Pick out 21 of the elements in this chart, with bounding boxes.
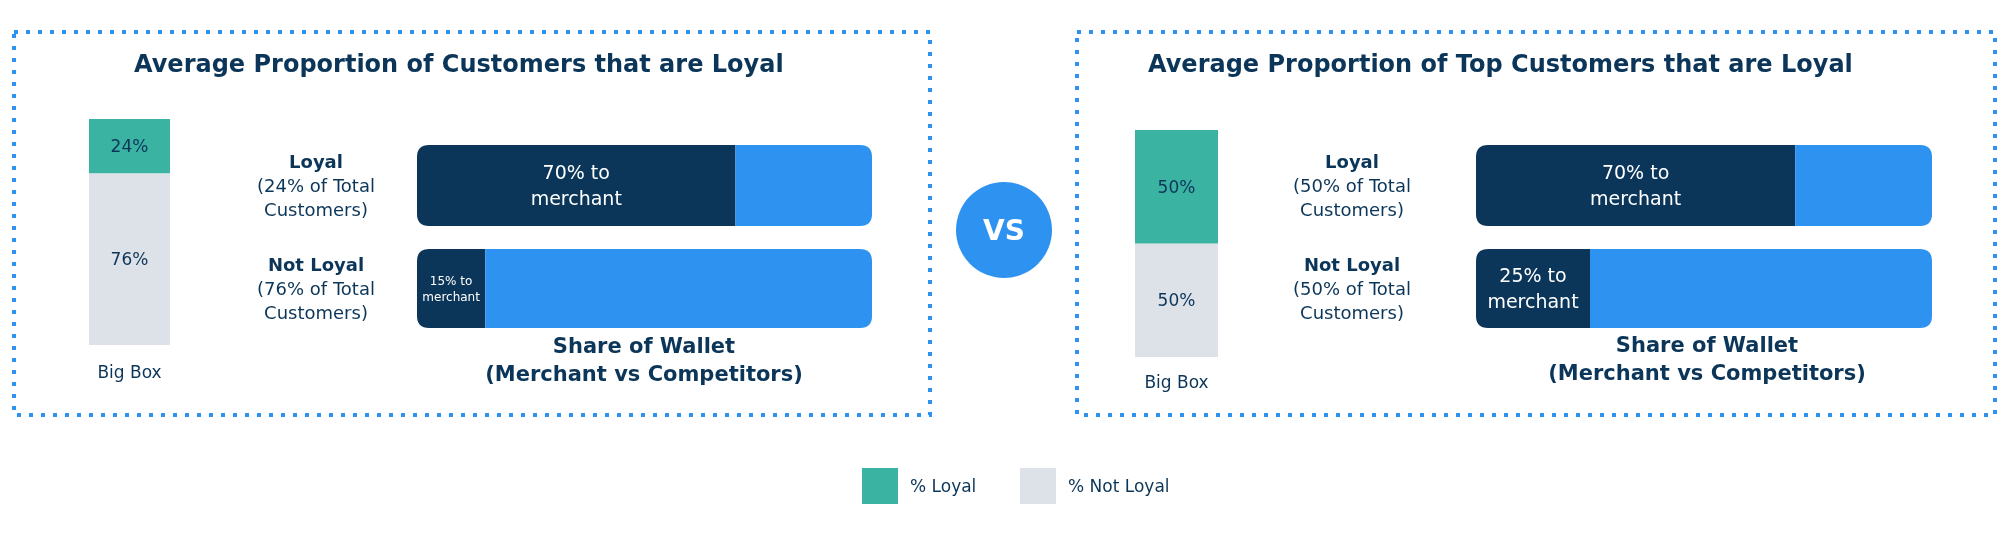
x-axis-title: Share of Wallet (Merchant vs Competitors) xyxy=(1548,333,1866,385)
y-tick-label: Loyal (50% of Total Customers) xyxy=(1293,150,1411,220)
data-label: 24% xyxy=(110,136,149,157)
x-axis-title: Share of Wallet (Merchant vs Competitors) xyxy=(485,334,803,386)
data-label: 25% to merchant xyxy=(1487,264,1579,312)
text: Average Proportion of Customers that are Loyal xyxy=(134,50,784,78)
text: Average Proportion of Top Customers that are Loyal xyxy=(1148,50,1853,78)
legend-label: % Not Loyal xyxy=(1068,475,1170,496)
y-tick-label: Not Loyal (76% of Total Customers) xyxy=(257,253,375,323)
data-label: 15% to merchant xyxy=(422,273,481,304)
data-label: 76% xyxy=(110,249,149,270)
y-tick-label: Loyal (24% of Total Customers) xyxy=(257,150,375,220)
x-tick-label: Big Box xyxy=(97,362,162,382)
text: VS xyxy=(983,213,1025,247)
data-label: 70% to merchant xyxy=(1589,161,1682,209)
legend-label: % Loyal xyxy=(910,475,977,496)
data-label: 50% xyxy=(1157,176,1196,197)
data-label: 70% to merchant xyxy=(530,161,622,209)
y-tick-label: Not Loyal (50% of Total Customers) xyxy=(1293,253,1411,323)
data-label: 50% xyxy=(1157,290,1196,311)
x-tick-label: Big Box xyxy=(1144,372,1209,392)
